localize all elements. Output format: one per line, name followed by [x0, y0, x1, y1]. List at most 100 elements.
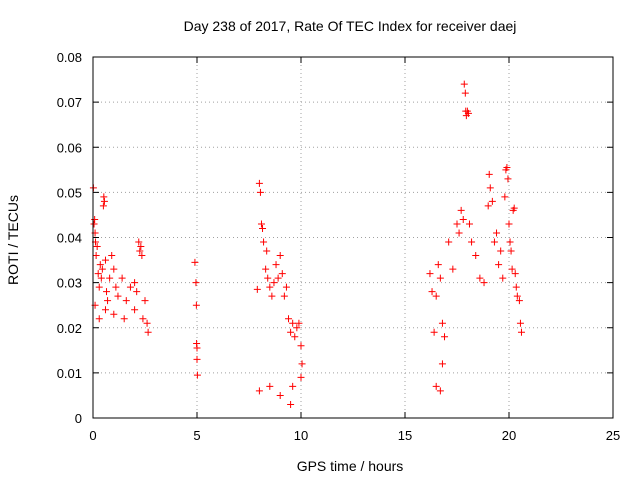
- data-point: [139, 315, 147, 323]
- y-tick-label: 0.04: [57, 231, 82, 246]
- data-point: [141, 297, 149, 305]
- data-point: [110, 310, 118, 318]
- data-point: [468, 238, 476, 246]
- data-point: [441, 333, 449, 341]
- x-tick-label: 15: [398, 428, 412, 443]
- data-point: [449, 265, 457, 273]
- data-point: [106, 274, 114, 282]
- data-point: [110, 265, 118, 273]
- data-point: [135, 238, 143, 246]
- data-point: [453, 220, 461, 228]
- data-point: [295, 319, 303, 327]
- data-point: [260, 238, 268, 246]
- data-point: [508, 265, 516, 273]
- data-point: [143, 319, 151, 327]
- data-point: [192, 301, 200, 309]
- data-point: [136, 247, 144, 255]
- data-point: [118, 274, 126, 282]
- data-points: [89, 80, 525, 408]
- y-tick-label: 0.06: [57, 140, 82, 155]
- data-point: [264, 274, 272, 282]
- data-point: [268, 292, 276, 300]
- axis-ticks: 0 5 10 15 20 25 0 0.01 0.02 0.03 0.04 0.05 0.06 0.07 0…: [57, 50, 621, 443]
- grid: [93, 57, 613, 418]
- data-point: [488, 197, 496, 205]
- chart-title: Day 238 of 2017, Rate Of TEC Index for r…: [184, 18, 517, 34]
- data-point: [98, 265, 106, 273]
- data-point: [193, 344, 201, 352]
- y-tick-label: 0.08: [57, 50, 82, 65]
- data-point: [138, 252, 146, 260]
- data-point: [297, 342, 305, 350]
- data-point: [95, 315, 103, 323]
- data-point: [465, 220, 473, 228]
- data-point: [95, 283, 103, 291]
- data-point: [278, 270, 286, 278]
- data-point: [96, 261, 104, 269]
- data-point: [426, 270, 434, 278]
- data-point: [137, 243, 145, 251]
- data-point: [120, 315, 128, 323]
- data-point: [289, 382, 297, 390]
- data-point: [507, 247, 515, 255]
- data-point: [430, 328, 438, 336]
- data-point: [499, 274, 507, 282]
- data-point: [504, 175, 512, 183]
- data-point: [101, 306, 109, 314]
- data-point: [480, 279, 488, 287]
- data-point: [513, 292, 521, 300]
- data-point: [464, 109, 472, 117]
- data-point: [472, 252, 480, 260]
- data-point: [280, 292, 288, 300]
- data-point: [516, 319, 524, 327]
- data-point: [263, 247, 271, 255]
- data-point: [438, 319, 446, 327]
- data-point: [131, 279, 139, 287]
- data-point: [287, 400, 295, 408]
- data-point: [193, 355, 201, 363]
- data-point: [510, 204, 518, 212]
- data-point: [259, 224, 267, 232]
- x-axis-label: GPS time / hours: [297, 458, 404, 474]
- data-point: [298, 360, 306, 368]
- data-point: [493, 229, 501, 237]
- y-tick-label: 0.03: [57, 276, 82, 291]
- data-point: [104, 297, 112, 305]
- data-point: [100, 197, 108, 205]
- data-point: [432, 382, 440, 390]
- data-point: [486, 184, 494, 192]
- x-tick-label: 25: [606, 428, 620, 443]
- data-point: [255, 387, 263, 395]
- data-point: [497, 247, 505, 255]
- data-point: [270, 279, 278, 287]
- data-point: [266, 283, 274, 291]
- x-tick-label: 10: [294, 428, 308, 443]
- data-point: [490, 238, 498, 246]
- data-point: [485, 170, 493, 178]
- data-point: [476, 274, 484, 282]
- data-point: [285, 315, 293, 323]
- data-point: [457, 206, 465, 214]
- data-point: [276, 391, 284, 399]
- data-point: [432, 292, 440, 300]
- data-point: [92, 252, 100, 260]
- data-point: [97, 274, 105, 282]
- y-tick-label: 0.07: [57, 95, 82, 110]
- data-point: [436, 387, 444, 395]
- data-point: [276, 252, 284, 260]
- data-point: [287, 328, 295, 336]
- data-point: [501, 193, 509, 201]
- data-point: [455, 229, 463, 237]
- data-point: [272, 261, 280, 269]
- data-point: [459, 215, 467, 223]
- data-point: [511, 270, 519, 278]
- y-tick-label: 0.02: [57, 321, 82, 336]
- data-point: [436, 274, 444, 282]
- data-point: [193, 371, 201, 379]
- data-point: [93, 243, 101, 251]
- data-point: [100, 193, 108, 201]
- data-point: [266, 382, 274, 390]
- data-point: [495, 261, 503, 269]
- data-point: [506, 238, 514, 246]
